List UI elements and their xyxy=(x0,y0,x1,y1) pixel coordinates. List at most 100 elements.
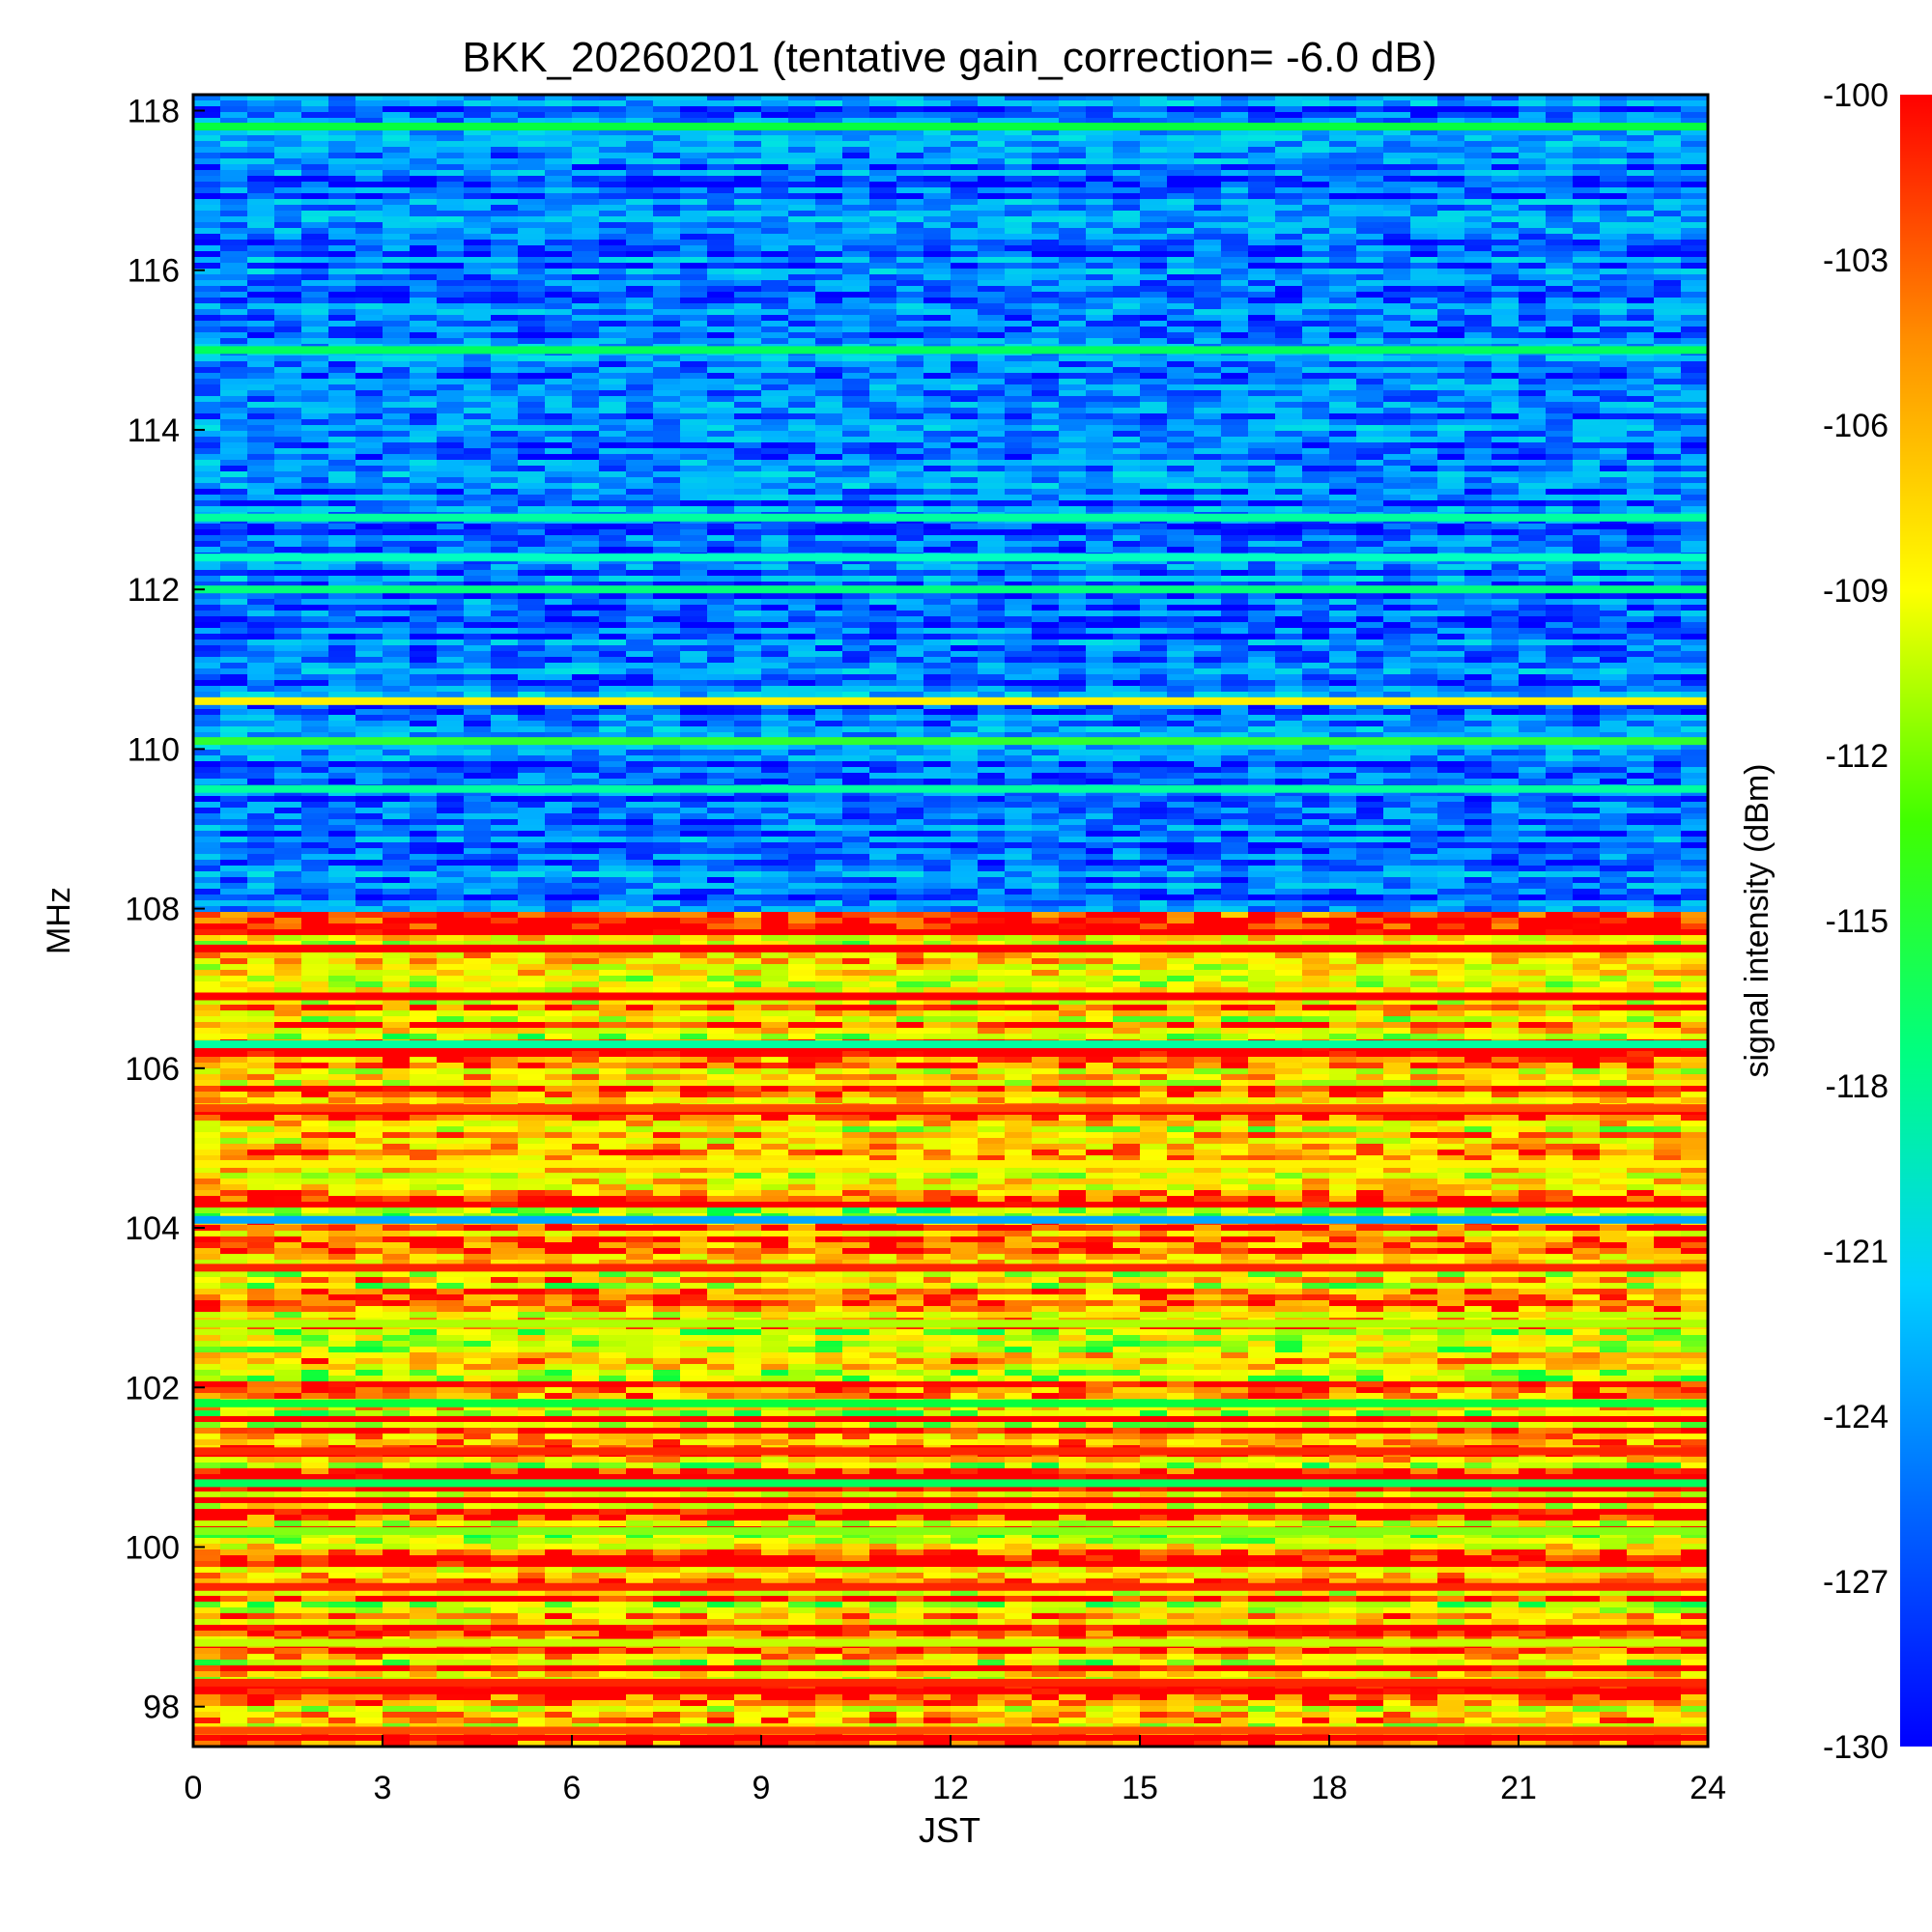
heatmap-cell xyxy=(383,274,410,280)
heatmap-cell xyxy=(626,419,653,425)
heatmap-cell xyxy=(1356,234,1383,240)
heatmap-cell xyxy=(301,228,328,234)
heatmap-cell xyxy=(788,448,815,454)
heatmap-cell xyxy=(761,129,788,135)
heatmap-cell xyxy=(518,466,545,471)
heatmap-cell xyxy=(1302,106,1329,112)
heatmap-cell xyxy=(869,361,896,367)
heatmap-cell xyxy=(464,193,491,199)
heatmap-cell xyxy=(1437,106,1464,112)
heatmap-cell xyxy=(626,500,653,506)
heatmap-cell xyxy=(1194,390,1221,396)
heatmap-cell xyxy=(788,570,815,576)
heatmap-cell xyxy=(1600,164,1627,170)
heatmap-cell xyxy=(328,431,355,437)
heatmap-cell xyxy=(1627,413,1654,419)
heatmap-cell xyxy=(383,460,410,466)
heatmap-cell xyxy=(1005,321,1032,327)
heatmap-cell xyxy=(572,286,599,292)
heatmap-cell xyxy=(626,187,653,193)
heatmap-cell xyxy=(1248,361,1275,367)
heatmap-cell xyxy=(274,448,301,454)
heatmap-cell xyxy=(1194,425,1221,431)
heatmap-cell xyxy=(1140,355,1167,361)
heatmap-cell xyxy=(1627,112,1654,118)
heatmap-cell xyxy=(1546,599,1573,605)
heatmap-cell xyxy=(1194,367,1221,373)
heatmap-cell xyxy=(1302,205,1329,211)
heatmap-cell xyxy=(1600,390,1627,396)
heatmap-cell xyxy=(653,153,680,158)
heatmap-cell xyxy=(680,245,707,251)
heatmap-cell xyxy=(653,402,680,408)
heatmap-cell xyxy=(572,228,599,234)
heatmap-cell xyxy=(383,129,410,135)
heatmap-cell xyxy=(815,211,842,216)
heatmap-cell xyxy=(1573,489,1600,495)
heatmap-cell xyxy=(951,234,978,240)
heatmap-cell xyxy=(1329,100,1356,106)
heatmap-cell xyxy=(1032,187,1059,193)
heatmap-cell xyxy=(410,547,437,553)
heatmap-cell xyxy=(978,466,1005,471)
heatmap-cell xyxy=(1437,442,1464,448)
heatmap-cell xyxy=(1005,327,1032,332)
heatmap-cell xyxy=(1329,471,1356,477)
heatmap-cell xyxy=(1546,390,1573,396)
heatmap-cell xyxy=(437,234,464,240)
heatmap-cell xyxy=(896,182,923,187)
heatmap-cell xyxy=(707,112,734,118)
heatmap-cell xyxy=(1519,460,1546,466)
heatmap-cell xyxy=(301,309,328,315)
heatmap-cell xyxy=(1302,582,1329,587)
heatmap-cell xyxy=(1519,245,1546,251)
heatmap-cell xyxy=(1437,419,1464,425)
heatmap-cell xyxy=(978,373,1005,379)
heatmap-cell xyxy=(761,286,788,292)
heatmap-cell xyxy=(653,245,680,251)
heatmap-cell xyxy=(896,379,923,384)
heatmap-cell xyxy=(1654,234,1681,240)
heatmap-cell xyxy=(1005,193,1032,199)
heatmap-cell xyxy=(978,489,1005,495)
heatmap-cell xyxy=(923,593,951,599)
heatmap-cell xyxy=(220,216,247,222)
heatmap-cell xyxy=(383,187,410,193)
heatmap-cell xyxy=(491,182,518,187)
heatmap-cell xyxy=(1546,274,1573,280)
heatmap-cell xyxy=(1464,164,1492,170)
heatmap-cell xyxy=(355,524,383,529)
heatmap-cell xyxy=(1546,141,1573,147)
heatmap-cell xyxy=(1140,442,1167,448)
heatmap-cell xyxy=(978,269,1005,274)
heatmap-cell xyxy=(1329,164,1356,170)
heatmap-cell xyxy=(1221,263,1248,269)
heatmap-cell xyxy=(1248,437,1275,442)
heatmap-cell xyxy=(1654,431,1681,437)
heatmap-cell xyxy=(328,355,355,361)
heatmap-cell xyxy=(220,129,247,135)
heatmap-cell xyxy=(869,483,896,489)
heatmap-cell xyxy=(1464,390,1492,396)
heatmap-cell xyxy=(1194,332,1221,338)
heatmap-cell xyxy=(1140,164,1167,170)
heatmap-cell xyxy=(761,147,788,153)
heatmap-cell xyxy=(734,477,761,483)
heatmap-cell xyxy=(1194,286,1221,292)
heatmap-cell xyxy=(842,355,869,361)
heatmap-cell xyxy=(1140,332,1167,338)
heatmap-cell xyxy=(1248,141,1275,147)
heatmap-cell xyxy=(1410,141,1437,147)
heatmap-cell xyxy=(599,315,626,321)
heatmap-cell xyxy=(951,541,978,547)
heatmap-cell xyxy=(1221,95,1248,100)
heatmap-cell xyxy=(761,240,788,245)
heatmap-cell xyxy=(896,153,923,158)
heatmap-cell xyxy=(1113,373,1140,379)
heatmap-cell xyxy=(1302,257,1329,263)
heatmap-cell xyxy=(1167,361,1194,367)
heatmap-cell xyxy=(1356,280,1383,286)
heatmap-cell xyxy=(328,100,355,106)
heatmap-cell xyxy=(1194,454,1221,460)
heatmap-cell xyxy=(896,158,923,164)
